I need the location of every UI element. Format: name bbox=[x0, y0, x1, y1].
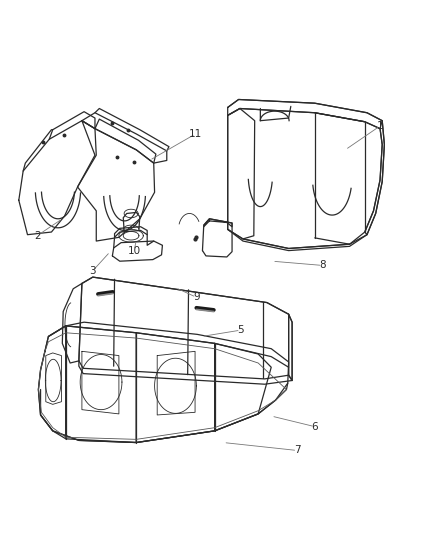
Text: 5: 5 bbox=[237, 325, 244, 335]
Text: 11: 11 bbox=[189, 129, 202, 139]
Text: 2: 2 bbox=[34, 231, 40, 241]
Text: 7: 7 bbox=[294, 446, 300, 456]
Text: 3: 3 bbox=[89, 266, 96, 276]
Text: 10: 10 bbox=[127, 246, 141, 256]
Text: 9: 9 bbox=[193, 292, 200, 302]
Text: 6: 6 bbox=[311, 422, 318, 432]
Text: 1: 1 bbox=[377, 121, 383, 131]
Text: 8: 8 bbox=[319, 261, 326, 270]
